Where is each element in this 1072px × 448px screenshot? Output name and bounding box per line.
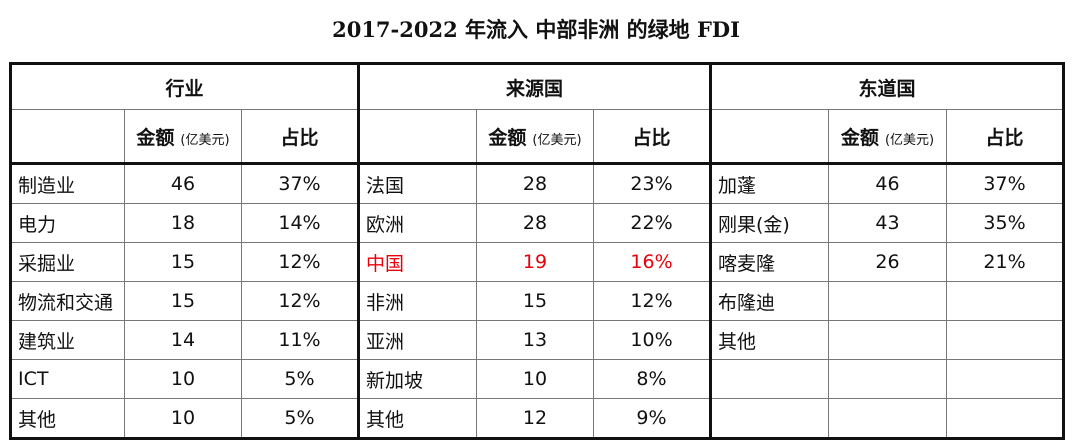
host-amount: [828, 398, 948, 439]
source-amount: 12: [476, 398, 594, 439]
host-amount: [828, 359, 948, 399]
host-amount: [828, 281, 948, 321]
source-label: 非洲: [357, 281, 477, 321]
group-header-source: 来源国: [356, 63, 712, 110]
source-share: 22%: [592, 203, 712, 243]
source-amount: 28: [476, 203, 594, 243]
share-column-header: 占比: [946, 109, 1065, 165]
host-share: [946, 398, 1065, 439]
industry-share: 12%: [241, 242, 359, 282]
industry-label: 制造业: [10, 163, 125, 204]
host-amount: 43: [828, 203, 948, 243]
industry-amount: 18: [124, 203, 242, 243]
table-row: 建筑业 14 11% 亚洲 13 10% 其他: [10, 320, 1065, 360]
industry-label: 建筑业: [10, 320, 125, 360]
industry-share: 12%: [241, 281, 359, 321]
host-label: 喀麦隆: [709, 242, 830, 282]
share-column-header: 占比: [592, 109, 712, 165]
table-row: 电力 18 14% 欧洲 28 22% 刚果(金) 43 35%: [10, 203, 1065, 243]
source-share: 10%: [592, 320, 712, 360]
label-column-header: [10, 109, 125, 165]
source-label: 欧洲: [357, 203, 477, 243]
share-column-header: 占比: [241, 109, 359, 165]
source-label: 其他: [357, 398, 477, 439]
group-header-industry: 行业: [10, 63, 359, 110]
amount-column-header: 金额 (亿美元): [476, 109, 594, 165]
host-amount: 26: [828, 242, 948, 282]
industry-label: 采掘业: [10, 242, 125, 282]
industry-share: 5%: [241, 359, 359, 399]
industry-label: ICT: [10, 359, 125, 399]
table-row: ICT 10 5% 新加坡 10 8%: [10, 359, 1065, 399]
host-label: 其他: [709, 320, 830, 360]
industry-label: 其他: [10, 398, 125, 439]
industry-amount: 46: [124, 163, 242, 204]
industry-amount: 10: [124, 359, 242, 399]
source-label: 亚洲: [357, 320, 477, 360]
host-share: 35%: [946, 203, 1065, 243]
host-share: [946, 359, 1065, 399]
source-label: 新加坡: [357, 359, 477, 399]
industry-share: 37%: [241, 163, 359, 204]
host-share: 37%: [946, 163, 1065, 204]
source-amount: 28: [476, 163, 594, 204]
source-share-highlight: 16%: [592, 242, 712, 282]
industry-label: 物流和交通: [10, 281, 125, 321]
label-column-header: [357, 109, 477, 165]
host-label: 加蓬: [709, 163, 830, 204]
industry-label: 电力: [10, 203, 125, 243]
amount-column-header: 金额 (亿美元): [124, 109, 242, 165]
host-share: [946, 281, 1065, 321]
fdi-table: 行业 来源国 东道国 金额 (亿美元) 占比 金额 (亿美元) 占比 金额 (亿美元)…: [9, 62, 1066, 440]
source-label-highlight: 中国: [357, 242, 477, 282]
host-label: 布隆迪: [709, 281, 830, 321]
source-amount: 13: [476, 320, 594, 360]
industry-share: 11%: [241, 320, 359, 360]
source-amount: 10: [476, 359, 594, 399]
host-share: [946, 320, 1065, 360]
industry-amount: 15: [124, 281, 242, 321]
source-amount: 15: [476, 281, 594, 321]
source-share: 9%: [592, 398, 712, 439]
source-amount-highlight: 19: [476, 242, 594, 282]
industry-amount: 14: [124, 320, 242, 360]
host-label: 刚果(金): [709, 203, 830, 243]
source-share: 12%: [592, 281, 712, 321]
source-share: 8%: [592, 359, 712, 399]
source-share: 23%: [592, 163, 712, 204]
industry-amount: 10: [124, 398, 242, 439]
industry-share: 14%: [241, 203, 359, 243]
host-share: 21%: [946, 242, 1065, 282]
group-header-host: 东道国: [709, 63, 1065, 110]
host-label: [709, 398, 830, 439]
table-row: 其他 10 5% 其他 12 9%: [10, 398, 1065, 439]
label-column-header: [709, 109, 830, 165]
industry-share: 5%: [241, 398, 359, 439]
industry-amount: 15: [124, 242, 242, 282]
host-amount: 46: [828, 163, 948, 204]
source-label: 法国: [357, 163, 477, 204]
host-amount: [828, 320, 948, 360]
table-row: 采掘业 15 12% 中国 19 16% 喀麦隆 26 21%: [10, 242, 1065, 282]
host-label: [709, 359, 830, 399]
table-row: 物流和交通 15 12% 非洲 15 12% 布隆迪: [10, 281, 1065, 321]
amount-column-header: 金额 (亿美元): [828, 109, 948, 165]
page-title: 2017-2022 年流入 中部非洲 的绿地 FDI: [332, 17, 740, 42]
table-row: 制造业 46 37% 法国 28 23% 加蓬 46 37%: [10, 163, 1065, 204]
